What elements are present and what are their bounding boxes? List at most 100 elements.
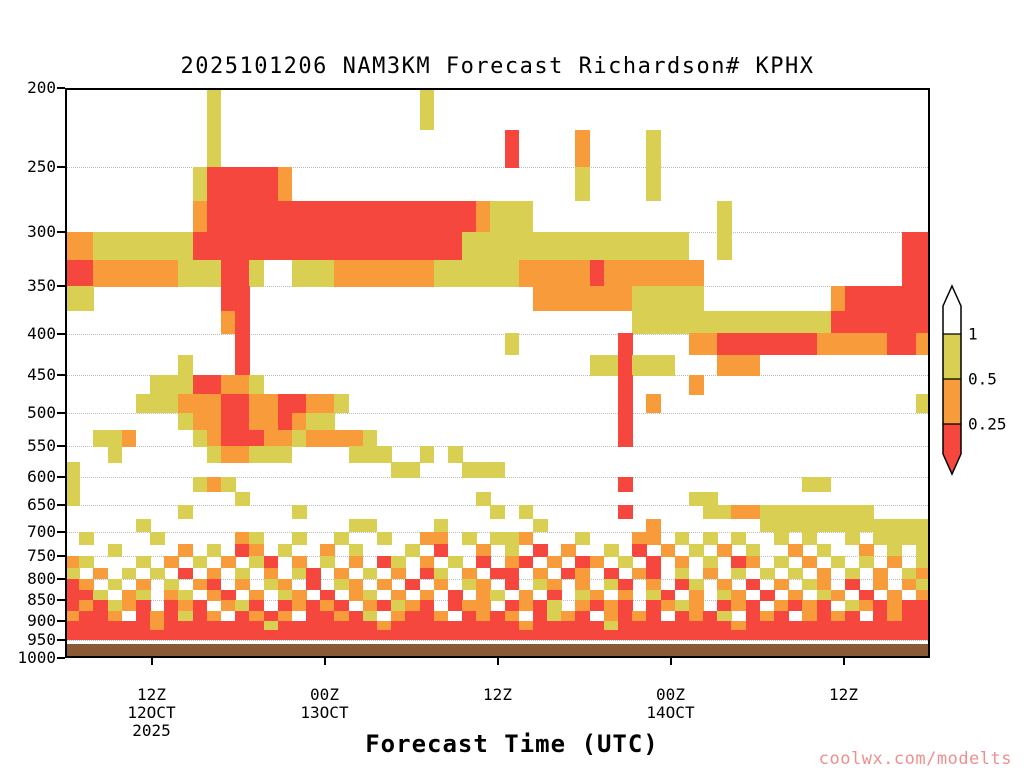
heatmap-cell — [263, 167, 279, 202]
heatmap-cell — [774, 556, 789, 569]
heatmap-cell — [447, 446, 463, 463]
heatmap-cell — [504, 544, 520, 557]
y-tick-label: 900 — [27, 610, 56, 630]
heatmap-cell — [476, 610, 491, 622]
heatmap-cell — [391, 589, 406, 601]
heatmap-cell — [646, 600, 662, 612]
heatmap-cell — [788, 518, 803, 533]
heatmap-cell — [660, 589, 676, 601]
colorbar-value-label: 1 — [968, 325, 978, 344]
heatmap-cell — [504, 231, 520, 261]
heatmap-cell — [235, 286, 250, 312]
heatmap-cell — [618, 286, 633, 312]
heatmap-cell — [901, 286, 917, 312]
heatmap-cell — [391, 610, 406, 622]
heatmap-cell — [646, 578, 662, 591]
heatmap-cell — [93, 231, 109, 261]
heatmap-cell — [745, 610, 761, 622]
heatmap-cell — [660, 544, 676, 557]
heatmap-cell — [717, 200, 732, 233]
heatmap-cell — [65, 286, 80, 312]
heatmap-cell — [277, 630, 293, 641]
heatmap-cell — [291, 505, 307, 520]
gridline — [65, 375, 930, 377]
heatmap-cell — [235, 429, 250, 447]
heatmap-cell — [717, 600, 732, 612]
heatmap-cell — [277, 544, 293, 557]
heatmap-cell — [660, 354, 676, 376]
heatmap-cell — [859, 600, 874, 612]
heatmap-cell — [320, 630, 335, 641]
heatmap-cell — [859, 589, 874, 601]
heatmap-cell — [759, 630, 775, 641]
heatmap-cell — [674, 531, 690, 545]
heatmap-cell — [65, 578, 80, 591]
heatmap-cell — [306, 567, 321, 580]
heatmap-cell — [376, 600, 392, 612]
heatmap-cell — [774, 518, 789, 533]
heatmap-cell — [688, 578, 704, 591]
heatmap-cell — [277, 610, 293, 622]
heatmap-cell — [632, 354, 647, 376]
heatmap-cell — [873, 578, 888, 591]
y-tick-label: 250 — [27, 157, 56, 176]
heatmap-cell — [150, 231, 165, 261]
heatmap-cell — [575, 129, 591, 168]
heatmap-cell — [235, 259, 250, 287]
heatmap-cell — [915, 589, 930, 601]
heatmap-cell — [206, 630, 222, 641]
heatmap-cell — [419, 620, 435, 631]
heatmap-cell — [802, 477, 818, 493]
heatmap-cell — [745, 620, 761, 631]
heatmap-cell — [376, 578, 392, 591]
heatmap-cell — [462, 231, 477, 261]
heatmap-cell — [462, 462, 477, 478]
heatmap-cell — [547, 630, 562, 641]
heatmap-cell — [717, 310, 732, 334]
heatmap-cell — [334, 259, 350, 287]
heatmap-cell — [547, 610, 562, 622]
heatmap-cell — [816, 333, 832, 356]
heatmap-cell — [476, 589, 491, 601]
heatmap-cell — [688, 333, 704, 356]
heatmap-cell — [844, 620, 860, 631]
heatmap-cell — [178, 544, 194, 557]
heatmap-cell — [802, 610, 818, 622]
heatmap-cell — [476, 491, 491, 506]
heatmap-cell — [291, 589, 307, 601]
heatmap-cell — [589, 589, 605, 601]
heatmap-cell — [688, 375, 704, 395]
heatmap-cell — [589, 630, 605, 641]
heatmap-cell — [433, 531, 449, 545]
heatmap-cell — [306, 259, 321, 287]
heatmap-cell — [320, 589, 335, 601]
gridline — [65, 167, 930, 168]
x-axis-label: Forecast Time (UTC) — [365, 730, 659, 758]
heatmap-cell — [320, 394, 335, 413]
y-tick-mark — [57, 445, 65, 448]
heatmap-cell — [561, 610, 576, 622]
heatmap-cell — [79, 231, 94, 261]
heatmap-cell — [745, 556, 761, 569]
heatmap-cell — [603, 259, 619, 287]
heatmap-cell — [830, 310, 846, 334]
heatmap-cell — [348, 518, 364, 533]
heatmap-cell — [830, 630, 846, 641]
heatmap-cell — [802, 630, 818, 641]
heatmap-cell — [263, 429, 279, 447]
heatmap-cell — [717, 589, 732, 601]
heatmap-cell — [192, 556, 208, 569]
heatmap-cell — [433, 567, 449, 580]
heatmap-cell — [178, 354, 194, 376]
watermark-link[interactable]: coolwx.com/modelts — [818, 749, 1012, 768]
heatmap-cell — [674, 286, 690, 312]
heatmap-cell — [646, 567, 662, 580]
heatmap-cell — [688, 610, 704, 622]
heatmap-cell — [419, 200, 435, 233]
heatmap-cell — [135, 630, 151, 641]
heatmap-cell — [235, 167, 250, 202]
heatmap-cell — [362, 429, 378, 447]
heatmap-cell — [575, 567, 591, 580]
heatmap-cell — [320, 429, 335, 447]
heatmap-cell — [164, 578, 179, 591]
